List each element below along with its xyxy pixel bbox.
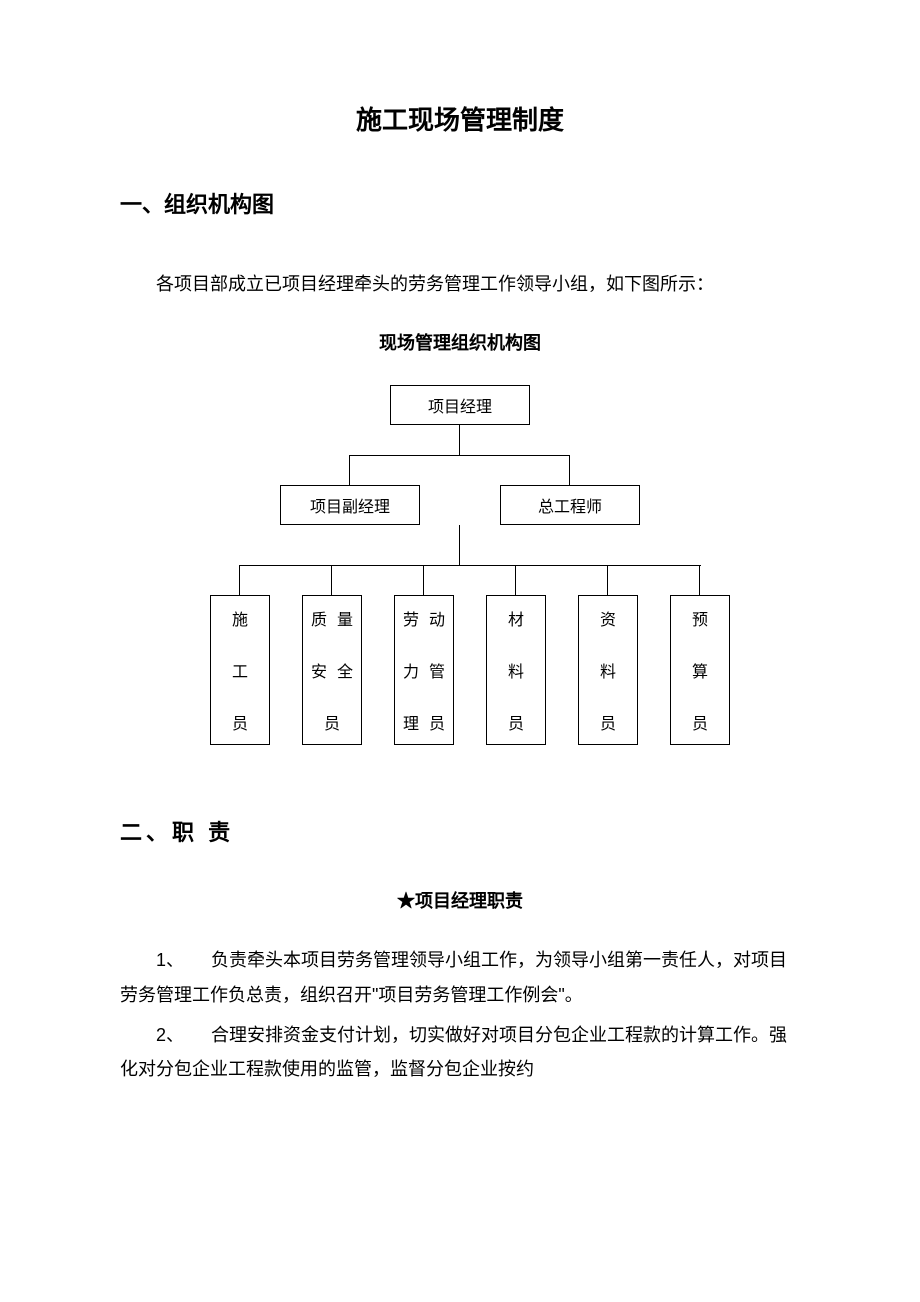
org-chart-leaf-node: 劳动力管理员 (394, 595, 454, 745)
leaf-char-row: 材 (495, 606, 537, 630)
org-chart-level2-node: 总工程师 (500, 485, 640, 525)
org-chart-connector (459, 525, 460, 565)
org-chart: 项目经理项目副经理总工程师施工员质量安全员劳动力管理员材料员资料员预算员 (190, 385, 730, 765)
leaf-char-row: 料 (587, 658, 629, 682)
section-2-heading: 二、职 责 (120, 815, 800, 847)
section-2-paragraphs: 1、负责牵头本项目劳务管理领导小组工作，为领导小组第一责任人，对项目劳务管理工作… (120, 943, 800, 1086)
leaf-char-row: 工 (219, 658, 261, 682)
leaf-char-row: 员 (495, 710, 537, 734)
org-chart-leaf-node: 材料员 (486, 595, 546, 745)
leaf-char-row: 劳动 (403, 606, 445, 630)
leaf-char-row: 质量 (311, 606, 353, 630)
body-paragraph: 1、负责牵头本项目劳务管理领导小组工作，为领导小组第一责任人，对项目劳务管理工作… (120, 943, 800, 1011)
leaf-char-row: 员 (587, 710, 629, 734)
org-chart-connector (349, 455, 570, 456)
org-chart-connector (459, 425, 460, 455)
org-chart-connector (607, 565, 608, 595)
paragraph-text: 合理安排资金支付计划，切实做好对项目分包企业工程款的计算工作。强化对分包企业工程… (120, 1025, 787, 1079)
org-chart-connector (239, 565, 240, 595)
document-title: 施工现场管理制度 (120, 100, 800, 137)
leaf-char-row: 施 (219, 606, 261, 630)
leaf-char-row: 算 (679, 658, 721, 682)
org-chart-connector (239, 565, 701, 566)
leaf-char-row: 资 (587, 606, 629, 630)
org-chart-connector (349, 455, 350, 485)
org-chart-connector (699, 565, 700, 595)
org-chart-connector (423, 565, 424, 595)
org-chart-level2-node: 项目副经理 (280, 485, 420, 525)
leaf-char-row: 理员 (403, 710, 445, 734)
org-chart-leaf-node: 预算员 (670, 595, 730, 745)
org-chart-leaf-node: 资料员 (578, 595, 638, 745)
body-paragraph: 2、合理安排资金支付计划，切实做好对项目分包企业工程款的计算工作。强化对分包企业… (120, 1018, 800, 1086)
section-2-subhead: ★项目经理职责 (120, 887, 800, 913)
paragraph-number: 2、 (156, 1018, 184, 1052)
leaf-char-row: 预 (679, 606, 721, 630)
leaf-char-row: 料 (495, 658, 537, 682)
leaf-char-row: 力管 (403, 658, 445, 682)
org-chart-connector (569, 455, 570, 485)
leaf-char-row: 员 (679, 710, 721, 734)
org-chart-leaf-node: 质量安全员 (302, 595, 362, 745)
section-1-heading: 一、组织机构图 (120, 187, 800, 219)
paragraph-number: 1、 (156, 943, 184, 977)
leaf-char-row: 员 (311, 710, 353, 734)
paragraph-text: 负责牵头本项目劳务管理领导小组工作，为领导小组第一责任人，对项目劳务管理工作负总… (120, 950, 787, 1004)
org-chart-leaf-node: 施工员 (210, 595, 270, 745)
org-chart-title: 现场管理组织机构图 (120, 329, 800, 355)
leaf-char-row: 员 (219, 710, 261, 734)
org-chart-connector (331, 565, 332, 595)
org-chart-connector (515, 565, 516, 595)
leaf-char-row: 安全 (311, 658, 353, 682)
section-1-intro: 各项目部成立已项目经理牵头的劳务管理工作领导小组，如下图所示： (120, 259, 800, 309)
org-chart-root-node: 项目经理 (390, 385, 530, 425)
